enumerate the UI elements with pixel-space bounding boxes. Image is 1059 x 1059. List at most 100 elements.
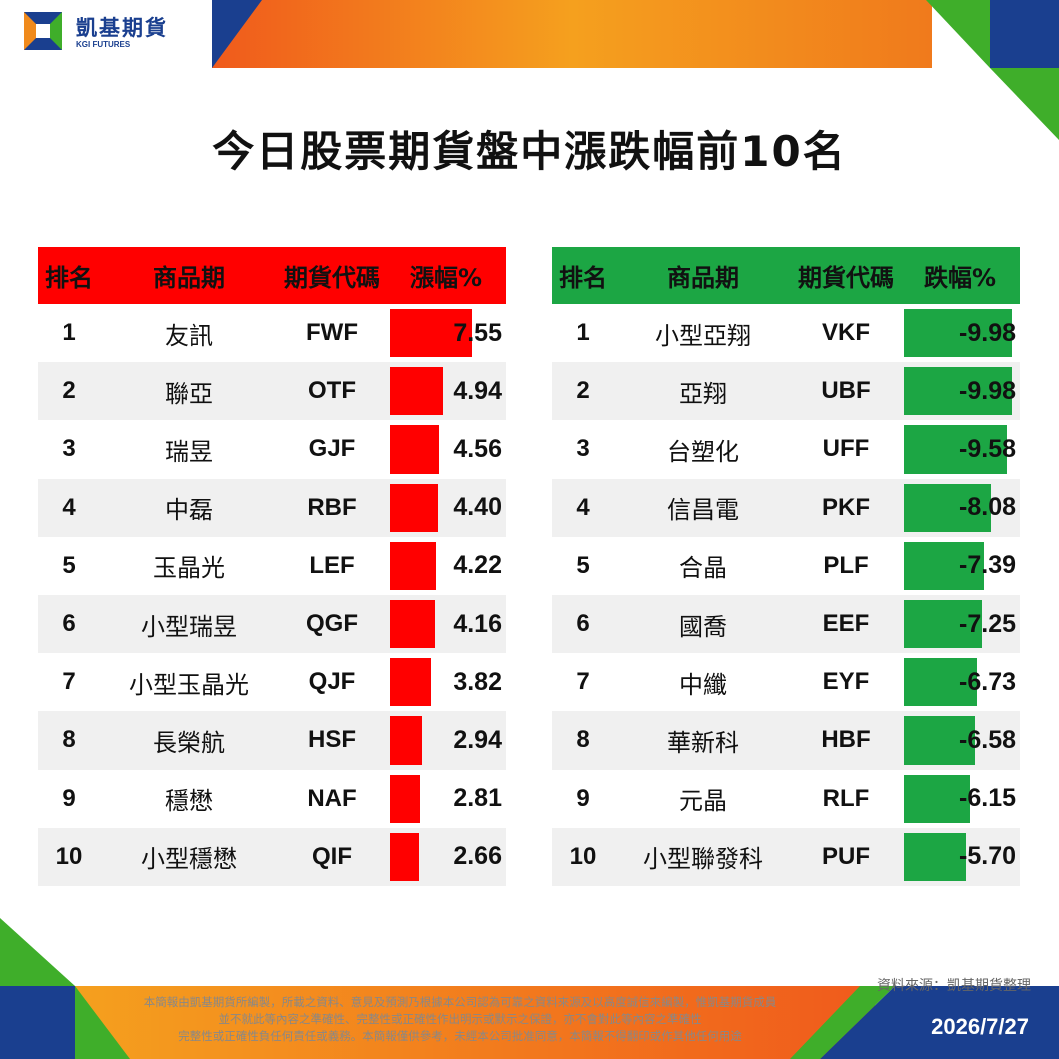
data-source: 資料來源：凱基期貨整理 [877, 978, 1031, 994]
rank-cell: 7 [62, 668, 76, 696]
pct-cell: 3.82 [386, 653, 506, 711]
rank-cell: 6 [576, 610, 590, 638]
pct-value: -9.58 [959, 434, 1016, 463]
table-row: 3 瑞昱 GJF 4.56 [38, 420, 506, 479]
rank-cell: 4 [62, 493, 76, 521]
page-title: 今日股票期貨盤中漲跌幅前10名 [212, 127, 847, 176]
name-cell: 小型亞翔 [655, 321, 751, 350]
name-cell: 小型聯發科 [643, 845, 763, 874]
kgi-logo-icon [24, 12, 62, 50]
code-cell: GJF [308, 435, 356, 463]
pct-bar [390, 658, 432, 707]
rank-cell: 3 [62, 435, 76, 463]
pct-bar [390, 832, 419, 881]
pct-cell: -7.39 [900, 537, 1020, 595]
table-row: 5 玉晶光 LEF 4.22 [38, 536, 506, 595]
table-row: 7 中纖 EYF -6.73 [552, 653, 1020, 712]
brand-name-cn: 凱基期貨 [76, 16, 168, 40]
code-cell: PKF [822, 493, 870, 521]
rank-cell: 9 [576, 784, 590, 812]
disclaimer-line: 本簡報由凱基期貨所編製，所載之資料、意見及預測乃根據本公司認為可靠之資料來源及以… [143, 995, 777, 1009]
header-rank: 排名 [559, 264, 607, 292]
pct-bar [904, 832, 966, 881]
code-cell: OTF [308, 377, 356, 405]
pct-cell: 4.94 [386, 362, 506, 420]
table-row: 2 聯亞 OTF 4.94 [38, 362, 506, 421]
rank-cell: 7 [576, 668, 590, 696]
pct-value: 2.81 [453, 784, 502, 813]
code-cell: NAF [307, 784, 357, 812]
table-row: 1 小型亞翔 VKF -9.98 [552, 304, 1020, 363]
header-code: 期貨代碼 [798, 264, 894, 292]
disclaimer: 本簡報由凱基期貨所編製，所載之資料、意見及預測乃根據本公司認為可靠之資料來源及以… [60, 994, 860, 1045]
pct-value: 3.82 [453, 667, 502, 696]
rank-cell: 5 [576, 551, 590, 579]
pct-value: 4.56 [453, 434, 502, 463]
rank-cell: 4 [576, 493, 590, 521]
disclaimer-line: 完整性或正確性負任何責任或義務。本簡報僅供參考，未經本公司批准同意，本簡報不得翻… [178, 1029, 742, 1043]
name-cell: 中磊 [165, 496, 213, 525]
name-cell: 國喬 [679, 612, 727, 641]
pct-bar [390, 774, 421, 823]
name-cell: 小型瑞昱 [141, 612, 237, 641]
name-cell: 友訊 [165, 321, 213, 350]
code-cell: FWF [306, 319, 358, 347]
pct-cell: -7.25 [900, 595, 1020, 653]
pct-cell: 2.81 [386, 770, 506, 828]
pct-value: 2.94 [453, 725, 502, 754]
name-cell: 元晶 [679, 787, 727, 816]
pct-cell: -6.15 [900, 770, 1020, 828]
rank-cell: 8 [62, 726, 76, 754]
code-cell: RBF [307, 493, 357, 521]
rank-cell: 9 [62, 784, 76, 812]
code-cell: QJF [308, 668, 356, 696]
rank-cell: 8 [576, 726, 590, 754]
table-row: 6 國喬 EEF -7.25 [552, 594, 1020, 654]
table-row: 8 華新科 HBF -6.58 [552, 711, 1020, 770]
pct-bar [390, 309, 472, 358]
pct-cell: 7.55 [386, 304, 506, 362]
pct-value: 4.22 [453, 551, 502, 580]
pct-cell: -9.98 [900, 304, 1020, 362]
pct-value: 4.16 [453, 609, 502, 638]
code-cell: RLF [822, 784, 870, 812]
pct-value: -7.25 [959, 609, 1016, 638]
code-cell: UBF [821, 377, 871, 405]
header-name: 商品期 [667, 264, 739, 292]
table-row: 7 小型玉晶光 QJF 3.82 [38, 653, 506, 712]
pct-cell: 2.94 [386, 711, 506, 769]
name-cell: 信昌電 [667, 496, 739, 525]
pct-bar [904, 658, 977, 707]
pct-value: -6.15 [959, 784, 1016, 813]
code-cell: PUF [822, 842, 870, 870]
table-row: 9 元晶 RLF -6.15 [552, 769, 1020, 828]
pct-value: 4.40 [453, 493, 502, 522]
disclaimer-line: 並不就此等內容之準確性、完整性或正確性作出明示或默示之保證，亦不會對此等內容之準… [218, 1012, 702, 1026]
code-cell: EYF [822, 668, 870, 696]
table-row: 10 小型聯發科 PUF -5.70 [552, 827, 1020, 886]
table-row: 3 台塑化 UFF -9.58 [552, 420, 1020, 479]
code-cell: UFF [822, 435, 870, 463]
rank-cell: 2 [576, 377, 590, 405]
pct-cell: -9.58 [900, 420, 1020, 478]
name-cell: 玉晶光 [153, 554, 225, 583]
pct-cell: -6.58 [900, 711, 1020, 769]
rank-cell: 2 [62, 377, 76, 405]
pct-bar [904, 774, 971, 823]
pct-cell: 4.22 [386, 537, 506, 595]
pct-cell: 4.40 [386, 479, 506, 537]
pct-value: -9.98 [959, 318, 1016, 347]
table-row: 4 信昌電 PKF -8.08 [552, 478, 1020, 537]
code-cell: EEF [822, 610, 870, 638]
pct-bar [904, 367, 1012, 416]
losers-header: 排名 商品期 期貨代碼 跌幅% [552, 247, 1020, 304]
report-date: 2026/7/27 [931, 1014, 1029, 1039]
pct-value: 2.66 [453, 842, 502, 871]
pct-value: -6.73 [959, 667, 1016, 696]
code-cell: HBF [821, 726, 871, 754]
name-cell: 中纖 [679, 670, 727, 699]
name-cell: 穩懋 [165, 787, 213, 816]
table-row: 4 中磊 RBF 4.40 [38, 478, 506, 537]
table-row: 6 小型瑞昱 QGF 4.16 [38, 594, 506, 654]
pct-bar [904, 483, 992, 532]
